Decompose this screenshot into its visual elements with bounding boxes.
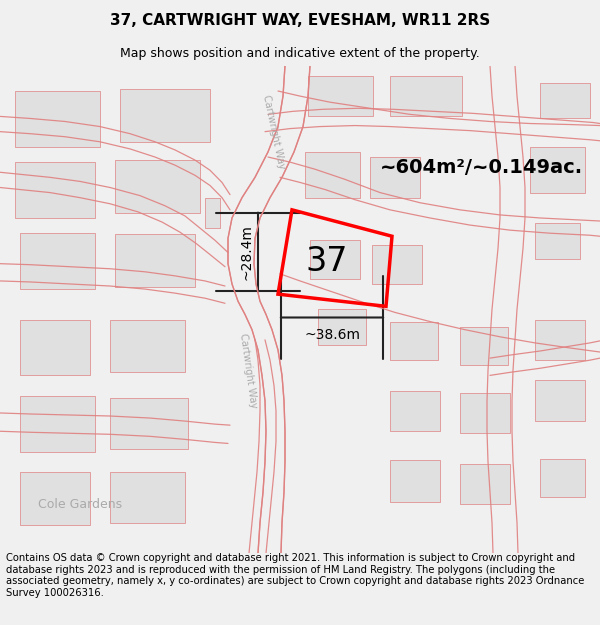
Bar bbox=[115, 160, 200, 213]
Bar bbox=[460, 464, 510, 504]
Text: ~28.4m: ~28.4m bbox=[239, 224, 253, 280]
Text: 37, CARTWRIGHT WAY, EVESHAM, WR11 2RS: 37, CARTWRIGHT WAY, EVESHAM, WR11 2RS bbox=[110, 13, 490, 28]
Bar bbox=[110, 319, 185, 372]
Bar bbox=[20, 396, 95, 451]
Text: Cole Gardens: Cole Gardens bbox=[38, 498, 122, 511]
Bar bbox=[318, 309, 366, 345]
Text: ~38.6m: ~38.6m bbox=[304, 328, 360, 342]
Bar bbox=[120, 89, 210, 142]
Bar bbox=[20, 233, 95, 289]
Text: Cartwright Way: Cartwright Way bbox=[238, 332, 258, 408]
Bar bbox=[530, 147, 585, 192]
Bar bbox=[390, 460, 440, 503]
Bar bbox=[15, 162, 95, 218]
Text: Cartwright Way: Cartwright Way bbox=[261, 94, 287, 169]
Bar bbox=[390, 321, 438, 360]
Bar bbox=[115, 234, 195, 287]
Bar bbox=[460, 392, 510, 433]
Bar bbox=[15, 91, 100, 147]
Bar bbox=[370, 157, 420, 198]
Bar bbox=[20, 319, 90, 376]
Bar bbox=[310, 240, 360, 279]
Bar bbox=[110, 398, 188, 449]
Bar bbox=[390, 76, 462, 116]
Bar bbox=[540, 459, 585, 498]
Bar bbox=[540, 83, 590, 119]
Text: Map shows position and indicative extent of the property.: Map shows position and indicative extent… bbox=[120, 48, 480, 60]
Bar bbox=[460, 327, 508, 365]
Bar bbox=[305, 152, 360, 198]
Bar bbox=[535, 381, 585, 421]
Bar bbox=[110, 472, 185, 522]
Bar bbox=[205, 198, 220, 228]
Bar bbox=[20, 472, 90, 525]
Bar bbox=[535, 223, 580, 259]
Bar bbox=[390, 391, 440, 431]
Text: 37: 37 bbox=[306, 245, 348, 278]
Text: Contains OS data © Crown copyright and database right 2021. This information is : Contains OS data © Crown copyright and d… bbox=[6, 553, 584, 598]
Bar bbox=[535, 319, 585, 360]
Bar bbox=[308, 76, 373, 116]
Bar bbox=[372, 246, 422, 284]
Text: ~604m²/~0.149ac.: ~604m²/~0.149ac. bbox=[380, 158, 583, 177]
